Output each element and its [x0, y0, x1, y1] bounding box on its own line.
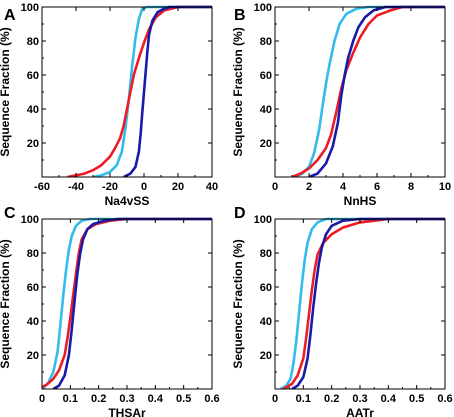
y-axis-label: Sequence Fraction (%): [0, 27, 12, 156]
y-tick-label: 100: [21, 2, 39, 14]
panel-a: A -60 -40 -20 0 20 40 20 40 60 80 100 Na4vSS Sequence…: [0, 2, 218, 208]
panel-letter: B: [234, 7, 246, 24]
x-tick-label: 2: [306, 181, 312, 193]
red-series-line: [282, 217, 445, 389]
y-tick-label: 80: [27, 36, 39, 48]
x-tick-label: 0.1: [63, 393, 78, 405]
y-axis-label: Sequence Fraction (%): [231, 239, 245, 368]
x-axis-label: Na4vSS: [105, 194, 150, 208]
x-axis-label: AATr: [346, 406, 374, 417]
y-tick-label: 20: [27, 138, 39, 150]
blue-series-line: [291, 217, 445, 389]
y-tick-label: 60: [27, 70, 39, 82]
x-tick-label: 0.4: [381, 393, 397, 405]
plot-frame: [274, 6, 446, 178]
x-tick-label: 6: [374, 181, 380, 193]
y-tick-label: 40: [260, 104, 272, 116]
y-tick-label: 40: [27, 316, 39, 328]
x-tick-label: 0.5: [409, 393, 424, 405]
x-tick-label: 0.3: [119, 393, 134, 405]
cyan-series-line: [42, 217, 212, 389]
plot-frame: [41, 6, 213, 178]
x-tick-label: 0: [272, 393, 278, 405]
x-tick-label: 0: [39, 393, 45, 405]
x-tick-label: 0.5: [176, 393, 191, 405]
x-tick-label: 0: [272, 181, 278, 193]
blue-series-line: [52, 217, 212, 389]
x-tick-label: 0.3: [352, 393, 367, 405]
blue-series-line: [123, 5, 212, 177]
cyan-series-line: [92, 5, 212, 177]
panel-c: C 0 0.1 0.2 0.3 0.4 0.5 0.6 20 40 60 80 100 THSAr Sequ…: [0, 205, 220, 417]
x-tick-label: 0.4: [148, 393, 164, 405]
blue-series-line: [308, 5, 445, 177]
panel-letter: D: [234, 205, 246, 222]
y-tick-label: 40: [260, 316, 272, 328]
y-tick-label: 20: [260, 138, 272, 150]
y-tick-label: 20: [260, 350, 272, 362]
y-tick-label: 60: [27, 282, 39, 294]
y-axis-label: Sequence Fraction (%): [0, 239, 12, 368]
x-tick-label: -20: [102, 181, 118, 193]
x-tick-label: 0.6: [204, 393, 219, 405]
y-axis-label: Sequence Fraction (%): [231, 27, 245, 156]
x-axis-label: THSAr: [108, 406, 146, 417]
y-tick-label: 100: [254, 214, 272, 226]
panel-d: D 0 0.1 0.2 0.3 0.4 0.5 0.6 20 40 60 80 100 AATr Seque…: [231, 205, 453, 417]
y-tick-label: 60: [260, 70, 272, 82]
x-tick-label: 4: [340, 181, 347, 193]
cyan-series-line: [280, 217, 445, 389]
x-tick-label: -40: [68, 181, 84, 193]
y-tick-label: 60: [260, 282, 272, 294]
x-axis-label: NnHS: [344, 194, 377, 208]
y-tick-label: 80: [260, 36, 272, 48]
x-tick-label: 8: [408, 181, 414, 193]
y-tick-label: 40: [27, 104, 39, 116]
panel-letter: A: [4, 7, 16, 24]
x-tick-label: 0.2: [324, 393, 339, 405]
y-tick-label: 100: [21, 214, 39, 226]
cyan-series-line: [294, 5, 445, 177]
panel-letter: C: [4, 205, 16, 222]
x-tick-label: 0.1: [296, 393, 311, 405]
y-tick-label: 100: [254, 2, 272, 14]
x-tick-label: 0: [141, 181, 147, 193]
panel-b: B 0 2 4 6 8 10 20 40 60 80 100 NnHS Sequence Fraction…: [231, 2, 451, 208]
x-tick-label: 10: [439, 181, 451, 193]
y-tick-label: 80: [260, 248, 272, 260]
y-tick-label: 80: [27, 248, 39, 260]
x-tick-label: 20: [172, 181, 184, 193]
x-tick-label: 40: [206, 181, 218, 193]
x-tick-label: 0.6: [437, 393, 452, 405]
x-tick-label: -60: [34, 181, 50, 193]
x-tick-label: 0.2: [91, 393, 106, 405]
y-tick-label: 20: [27, 350, 39, 362]
